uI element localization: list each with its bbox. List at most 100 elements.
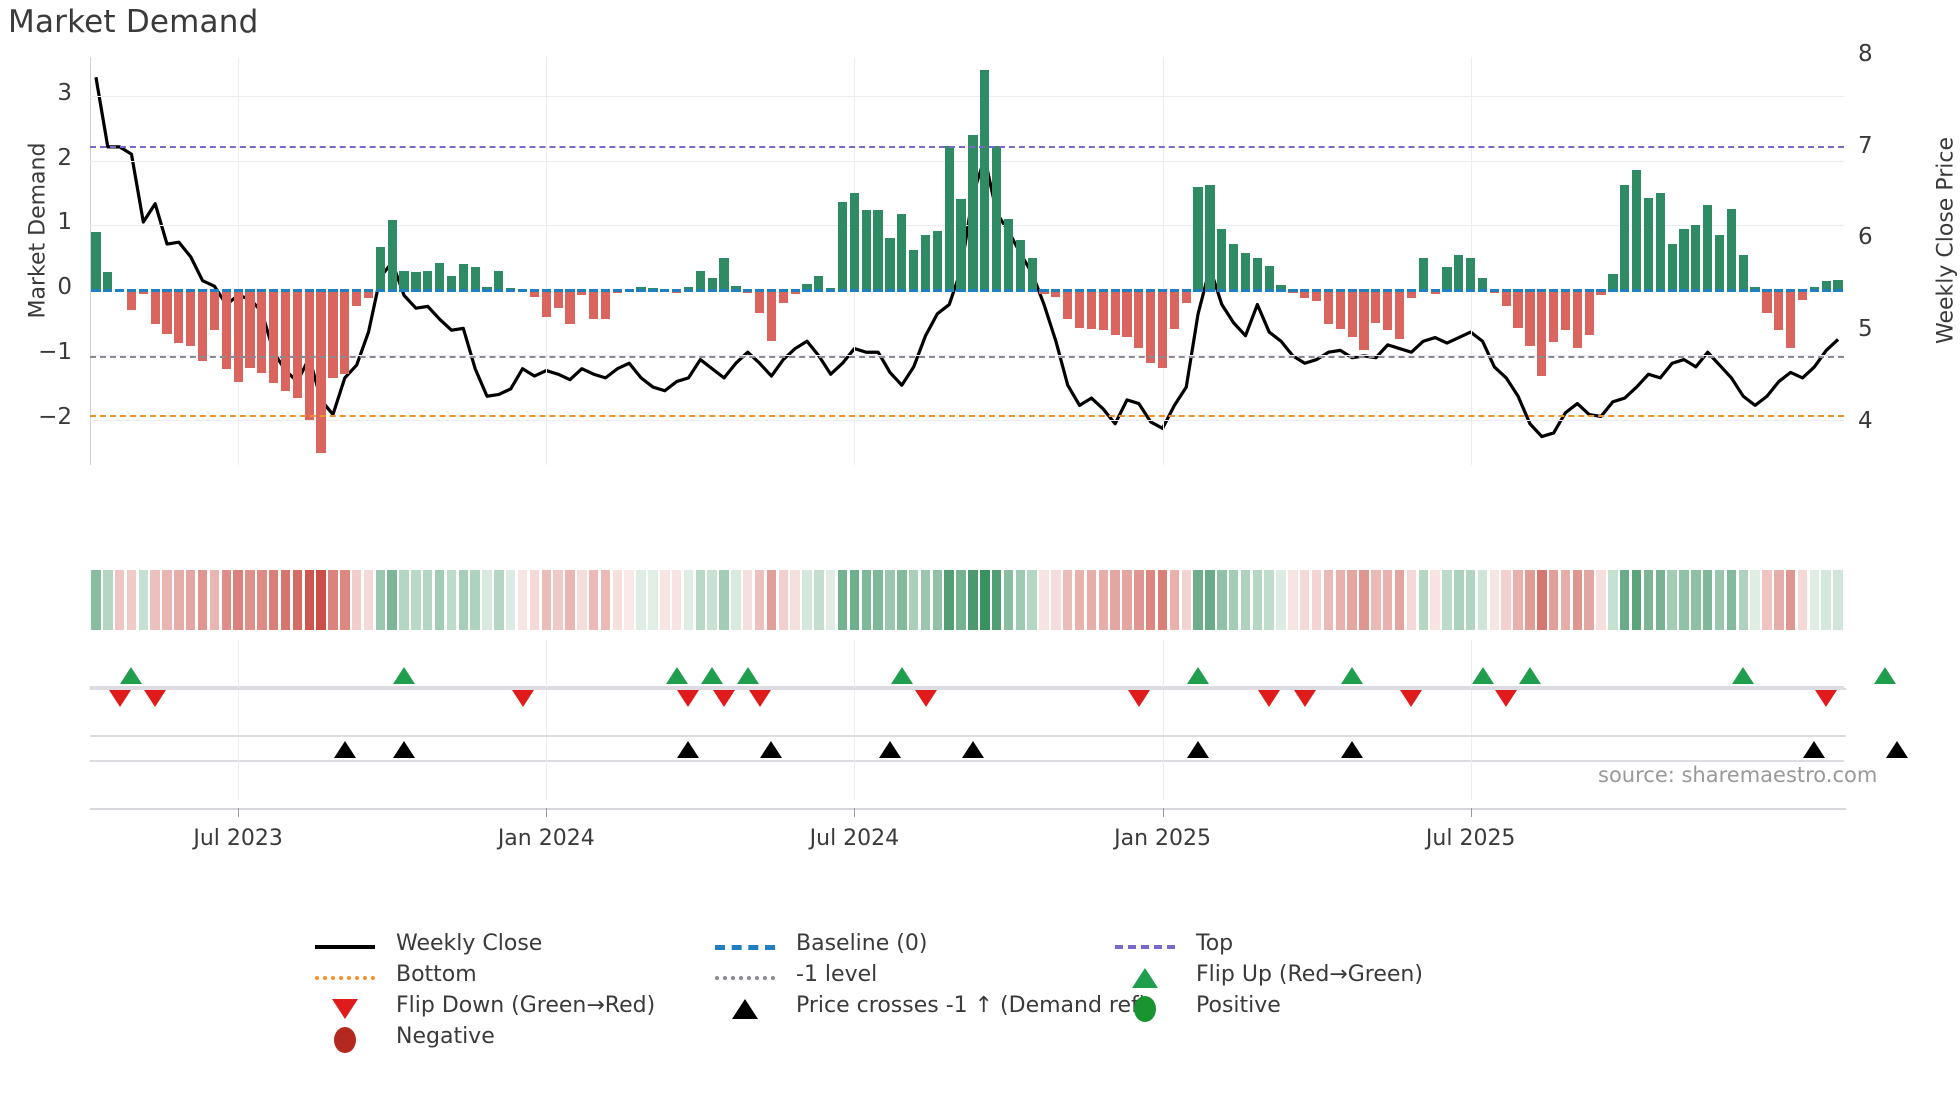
demand-bar [707, 278, 717, 291]
baseline-segment [1371, 288, 1381, 292]
demand-bar [565, 290, 575, 324]
strip-cell [1537, 570, 1547, 630]
baseline-segment [565, 288, 575, 292]
demand-bar [980, 69, 990, 291]
demand-bar [589, 290, 599, 320]
legend-label-bottom[interactable]: Bottom [396, 962, 477, 987]
strip-cell [695, 570, 706, 630]
demand-bar [636, 286, 646, 291]
baseline-segment [885, 288, 895, 292]
demand-bar [257, 290, 267, 374]
demand-bar [885, 238, 895, 291]
strip-cell [1086, 570, 1097, 630]
legend-label-price-crosses[interactable]: Price crosses -1 ↑ (Demand ref) [796, 993, 1148, 1018]
strip-cell [636, 570, 646, 630]
flip-down-marker [914, 690, 937, 707]
vertical-gridline [854, 640, 856, 800]
strip-cell [600, 570, 611, 630]
main-plot-area [90, 57, 1844, 465]
demand-bar [778, 290, 788, 304]
strip-cell [814, 570, 824, 630]
baseline-segment [589, 288, 599, 292]
demand-bar [197, 290, 208, 362]
demand-bar [103, 272, 113, 291]
demand-bar [1323, 290, 1334, 324]
baseline-segment [778, 288, 788, 292]
demand-bar [221, 290, 231, 370]
dotted-line-icon [315, 976, 375, 980]
x-tick-mark [1162, 808, 1164, 817]
baseline-segment [1074, 288, 1085, 292]
demand-intensity-strip [90, 570, 1844, 630]
strip-cell [1157, 570, 1168, 630]
strip-cell [351, 570, 362, 630]
baseline-segment [103, 288, 113, 292]
y-tick-left: 3 [57, 79, 72, 106]
vertical-gridline [1162, 57, 1164, 465]
strip-cell [1833, 570, 1843, 630]
baseline-segment [1347, 288, 1357, 292]
legend-label-baseline[interactable]: Baseline (0) [796, 931, 928, 956]
demand-bar [529, 290, 540, 297]
baseline-segment [494, 288, 504, 292]
circle-icon [1134, 996, 1156, 1022]
baseline-segment [956, 288, 966, 292]
baseline-segment [1809, 288, 1819, 292]
baseline-segment [233, 288, 243, 292]
strip-cell [446, 570, 457, 630]
demand-bar [387, 220, 397, 291]
baseline-segment [1311, 288, 1322, 292]
x-tick-mark [238, 808, 240, 817]
legend-label-positive[interactable]: Positive [1196, 993, 1281, 1018]
baseline-segment [517, 288, 528, 292]
baseline-segment [446, 288, 457, 292]
baseline-segment [1821, 288, 1831, 292]
baseline-segment [1003, 288, 1014, 292]
demand-bar [316, 290, 326, 454]
baseline-segment [1537, 288, 1547, 292]
demand-bar [352, 290, 362, 307]
strip-cell [849, 570, 860, 630]
demand-bar [932, 230, 942, 291]
demand-bar [849, 193, 860, 291]
legend-label-flip-up[interactable]: Flip Up (Red→Green) [1196, 962, 1423, 987]
strip-cell [1027, 570, 1037, 630]
strip-cell [470, 570, 480, 630]
strip-cell [1750, 570, 1760, 630]
baseline-segment [1750, 288, 1760, 292]
strip-cell [316, 570, 326, 630]
baseline-segment [1525, 288, 1535, 292]
legend-label-flip-down[interactable]: Flip Down (Green→Red) [396, 993, 656, 1018]
demand-bar [1596, 290, 1606, 296]
legend-label-weekly-close[interactable]: Weekly Close [396, 931, 543, 956]
strip-cell [1062, 570, 1073, 630]
demand-bar [1584, 290, 1594, 336]
baseline-segment [482, 288, 492, 292]
baseline-segment [1620, 288, 1630, 292]
demand-bar [1703, 204, 1713, 291]
demand-bar [1833, 279, 1843, 291]
demand-bar [1240, 252, 1251, 291]
demand-bar [1063, 290, 1073, 320]
baseline-segment [1086, 288, 1097, 292]
strip-cell [1525, 570, 1535, 630]
strip-cell [719, 570, 729, 630]
strip-cell [1359, 570, 1369, 630]
y-tick-left: 2 [57, 144, 72, 171]
demand-bar [470, 267, 480, 291]
legend-label-top[interactable]: Top [1196, 931, 1234, 956]
legend-label-minus-one-level[interactable]: -1 level [796, 962, 878, 987]
strip-cell [150, 570, 160, 630]
demand-bar [683, 286, 694, 291]
strip-cell [482, 570, 492, 630]
lower-divider [90, 688, 1846, 690]
legend-label-negative[interactable]: Negative [396, 1024, 495, 1049]
baseline-segment [292, 288, 302, 292]
baseline-segment [1394, 288, 1405, 292]
demand-bar [1525, 290, 1535, 346]
baseline-segment [363, 288, 374, 292]
demand-bar [968, 134, 978, 291]
demand-bar [1264, 265, 1274, 291]
triangle-up-icon [732, 999, 758, 1019]
baseline-segment [1110, 288, 1120, 292]
